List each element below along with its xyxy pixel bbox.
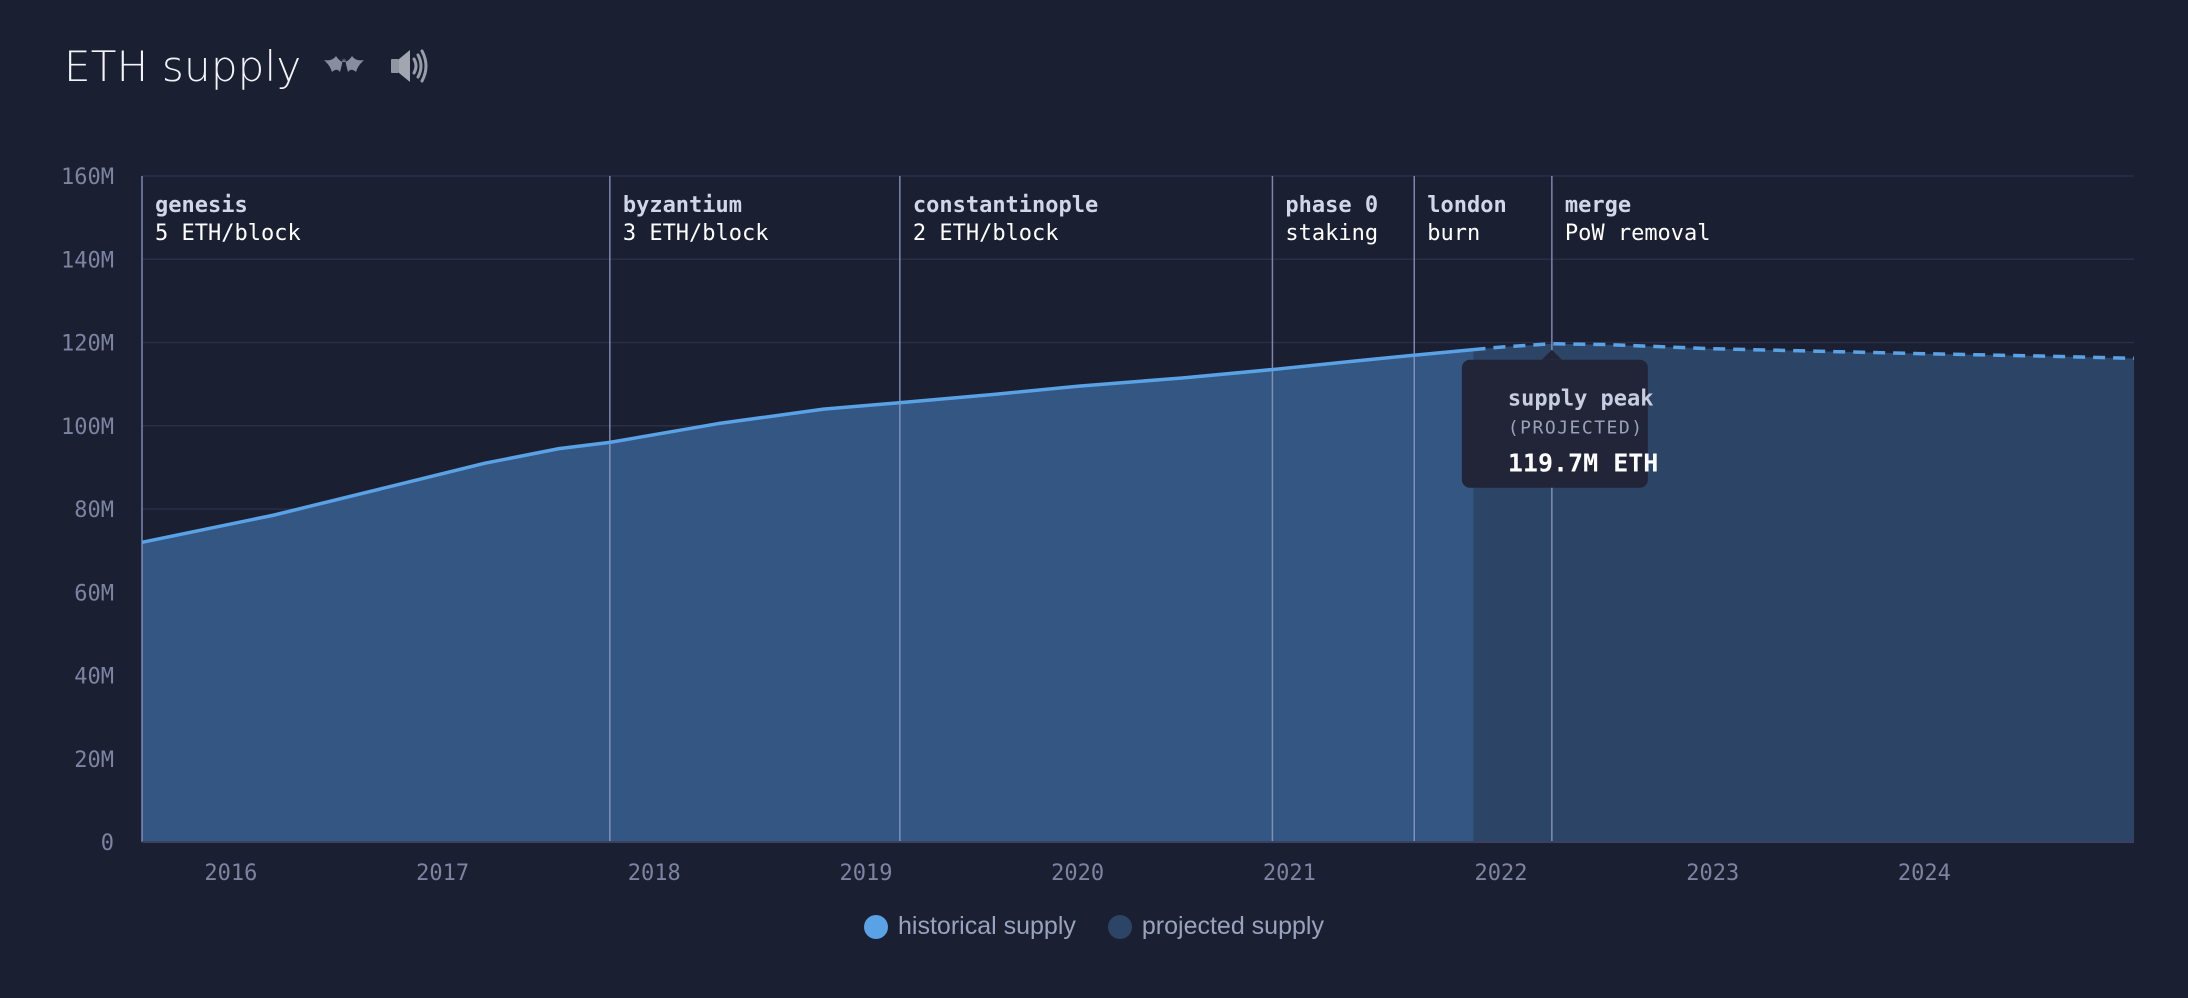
event-marker-desc: staking	[1285, 221, 1378, 246]
y-tick-label: 120M	[61, 332, 114, 357]
event-marker-name: london	[1427, 193, 1506, 218]
event-marker-desc: burn	[1427, 221, 1480, 246]
legend-item-projected[interactable]: projected supply	[1107, 912, 1324, 941]
x-tick-label: 2023	[1686, 861, 1739, 886]
header: ETH supply	[64, 36, 433, 96]
legend-label-projected: projected supply	[1141, 912, 1324, 940]
y-tick-label: 100M	[61, 415, 114, 440]
x-tick-label: 2021	[1263, 861, 1316, 886]
tooltip-subtitle: (PROJECTED)	[1508, 418, 1644, 439]
tooltip-pointer	[1541, 349, 1562, 360]
legend-dot-historical	[864, 914, 889, 939]
x-tick-label: 2020	[1051, 861, 1104, 886]
x-tick-label: 2017	[416, 861, 469, 886]
legend-dot-projected	[1107, 914, 1132, 939]
supply-peak-tooltip: supply peak (PROJECTED) 119.7M ETH	[1461, 349, 1659, 488]
event-marker-name: constantinople	[913, 193, 1098, 218]
y-tick-label: 0	[101, 831, 114, 856]
bat-icon[interactable]	[321, 43, 367, 89]
x-tick-label: 2022	[1475, 861, 1528, 886]
x-tick-label: 2024	[1898, 861, 1951, 886]
tooltip-value: 119.7M ETH	[1508, 449, 1659, 478]
projected-supply-line	[1473, 341, 2135, 361]
event-marker-name: merge	[1565, 193, 1631, 218]
event-marker-name: phase 0	[1285, 193, 1378, 218]
x-tick-label: 2018	[628, 861, 681, 886]
x-tick-label: 2016	[204, 861, 257, 886]
event-marker-name: byzantium	[623, 193, 742, 218]
historical-supply-line	[141, 347, 1474, 545]
y-tick-label: 60M	[74, 581, 114, 606]
event-marker-desc: 3 ETH/block	[623, 221, 769, 246]
y-tick-label: 160M	[61, 165, 114, 190]
event-marker-desc: PoW removal	[1565, 221, 1711, 246]
page-title: ETH supply	[64, 41, 302, 91]
y-tick-label: 140M	[61, 248, 114, 273]
speaker-icon-glyph	[391, 49, 428, 83]
historical-supply-area	[142, 349, 1474, 842]
legend-label-historical: historical supply	[898, 912, 1076, 940]
event-marker-name: genesis	[155, 193, 248, 218]
legend: historical supply projected supply	[0, 912, 2188, 941]
speaker-icon[interactable]	[387, 43, 433, 89]
event-marker-desc: 5 ETH/block	[155, 221, 301, 246]
y-tick-label: 20M	[74, 748, 114, 773]
bat-icon-glyph	[324, 56, 365, 72]
tooltip-title: supply peak	[1508, 387, 1654, 412]
supply-chart: 0 20M 40M 60M 80M 100M 120M 140M 160M 2016 2017 201…	[61, 165, 2135, 886]
x-tick-label: 2019	[839, 861, 892, 886]
event-marker-desc: 2 ETH/block	[913, 221, 1059, 246]
tooltip-box	[1461, 359, 1648, 488]
y-tick-label: 40M	[74, 665, 114, 690]
y-tick-label: 80M	[74, 498, 114, 523]
legend-item-historical[interactable]: historical supply	[864, 912, 1076, 941]
